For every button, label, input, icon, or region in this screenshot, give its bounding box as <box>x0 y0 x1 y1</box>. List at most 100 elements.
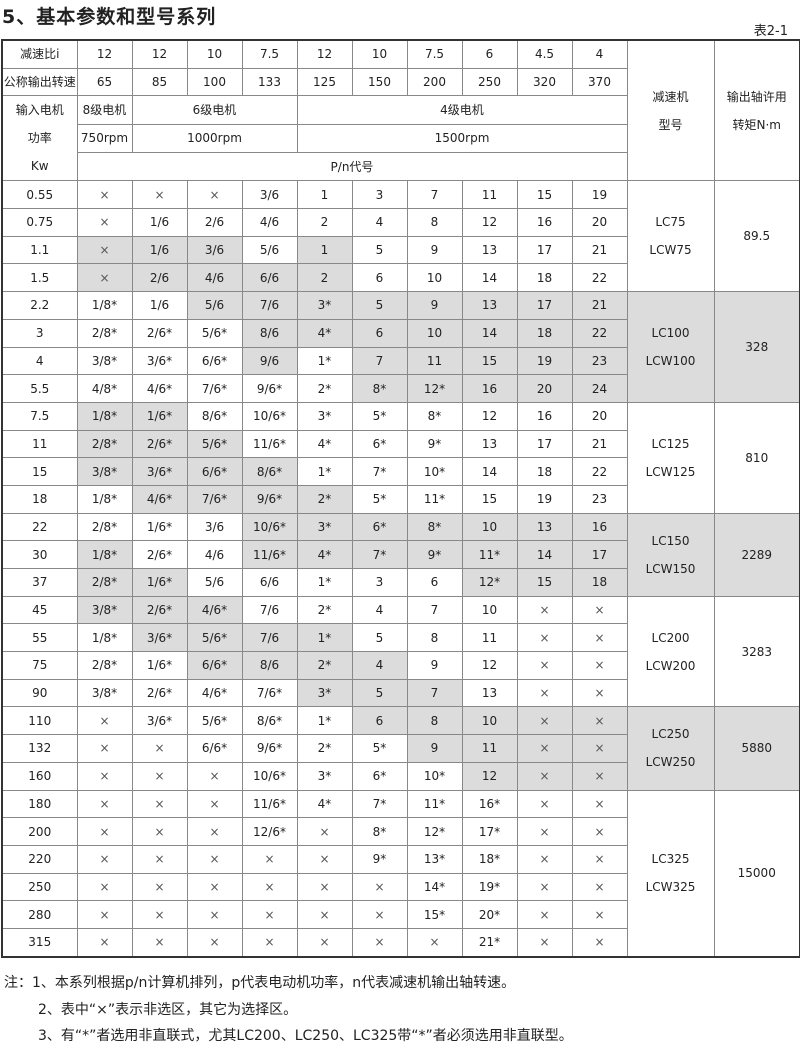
code-cell: 13 <box>516 512 573 542</box>
code-cell: × <box>296 844 353 874</box>
code-cell: 15 <box>461 346 518 376</box>
code-cell: × <box>186 817 243 846</box>
code-cell: 12/6* <box>241 817 298 846</box>
code-cell: 6* <box>351 429 408 459</box>
code-cell: × <box>76 235 133 265</box>
code-cell: × <box>131 900 188 929</box>
code-cell: 5* <box>351 734 408 763</box>
code-cell: × <box>571 651 628 680</box>
code-cell: 13* <box>406 844 463 874</box>
table-row: 250 × × × × × × 14* 19* × × <box>1 872 800 902</box>
model-name: LCW75 <box>649 243 692 258</box>
code-cell: 1/8* <box>76 540 133 569</box>
notes: 注：1、本系列根据p/n计算机排列，p代表电动机功率，n代表减速机输出轴转速。 … <box>4 970 573 1050</box>
code-cell: 12* <box>406 374 463 403</box>
torque-cell: 810 <box>713 401 800 514</box>
model-name: LCW325 <box>645 880 696 895</box>
speed-cell: 65 <box>76 67 133 97</box>
power-cell: 5.5 <box>1 374 78 403</box>
code-cell: × <box>571 734 628 763</box>
code-cell: × <box>131 789 188 819</box>
speed-cell: 85 <box>131 67 188 97</box>
table-row: 90 3/8* 2/6* 4/6* 7/6* 3* 5 7 13 × × <box>1 678 800 708</box>
code-cell: 2* <box>296 484 353 514</box>
code-cell: 15* <box>406 900 463 929</box>
header-line: Kw <box>30 159 49 174</box>
ratio-cell: 10 <box>351 39 408 69</box>
code-cell: 4/6* <box>186 678 243 708</box>
code-cell: × <box>241 844 298 874</box>
code-cell: × <box>76 706 133 736</box>
code-cell: 9/6 <box>241 346 298 376</box>
power-cell: 220 <box>1 844 78 874</box>
code-cell: 3* <box>296 512 353 542</box>
code-cell: 1* <box>296 346 353 376</box>
code-cell: × <box>131 872 188 902</box>
model-cell: LC200 LCW200 <box>626 595 715 708</box>
code-cell: × <box>516 595 573 625</box>
code-cell: 2* <box>296 374 353 403</box>
power-cell: 160 <box>1 761 78 791</box>
code-cell: × <box>131 844 188 874</box>
code-cell: × <box>351 872 408 902</box>
code-cell: 21 <box>571 429 628 459</box>
code-cell: 8 <box>406 208 463 237</box>
code-cell: 1/6 <box>131 208 188 237</box>
code-cell: 17* <box>461 817 518 846</box>
code-cell: 5 <box>351 678 408 708</box>
code-cell: 4 <box>351 595 408 625</box>
code-cell: 7/6 <box>241 291 298 320</box>
code-cell: 9 <box>406 291 463 320</box>
header-line: 输出轴许用 <box>726 89 787 104</box>
code-cell: 3 <box>351 180 408 210</box>
code-cell: 10 <box>461 512 518 542</box>
code-cell: 9/6* <box>241 734 298 763</box>
code-cell: 6 <box>351 706 408 736</box>
code-cell: 15 <box>516 180 573 210</box>
code-cell: 23 <box>571 484 628 514</box>
code-cell: 2* <box>296 651 353 680</box>
table-row: 2.2 1/8* 1/6 5/6 7/6 3* 5 9 13 17 21 LC100 LCW100 328 <box>1 291 800 403</box>
model-name: LC200 <box>651 630 690 645</box>
code-cell: × <box>571 595 628 625</box>
code-cell: 4 <box>351 651 408 680</box>
code-cell: 23 <box>571 346 628 376</box>
table-row: 315 × × × × × × × 21* × × <box>1 927 800 958</box>
code-cell: × <box>516 734 573 763</box>
code-cell: 12* <box>406 817 463 846</box>
code-cell: × <box>571 844 628 874</box>
ratio-cell: 4.5 <box>516 39 573 69</box>
model-name: LCW250 <box>645 755 696 770</box>
motor-group-cell: 6级电机 <box>131 95 298 125</box>
code-cell: 11* <box>406 789 463 819</box>
table-row: 15 3/8* 3/6* 6/6* 8/6* 1* 7* 10* 14 18 22 <box>1 457 800 486</box>
code-cell: 13 <box>461 429 518 459</box>
code-cell: 6/6 <box>241 263 298 293</box>
code-cell: 1/6* <box>131 512 188 542</box>
power-cell: 1.5 <box>1 263 78 293</box>
code-cell: 18 <box>571 568 628 597</box>
code-cell: 7 <box>406 595 463 625</box>
code-cell: 3/6 <box>186 235 243 265</box>
code-cell: 13 <box>461 678 518 708</box>
code-cell: 6/6* <box>186 651 243 680</box>
code-cell: × <box>76 180 133 210</box>
code-cell: 10 <box>406 318 463 348</box>
code-cell: 3/8* <box>76 346 133 376</box>
code-cell: 1/8* <box>76 401 133 431</box>
table-row: 5.5 4/8* 4/6* 7/6* 9/6* 2* 8* 12* 16 20 24 <box>1 374 800 403</box>
code-cell: × <box>186 789 243 819</box>
code-cell: 12 <box>461 651 518 680</box>
code-cell: 14* <box>406 872 463 902</box>
speed-cell: 133 <box>241 67 298 97</box>
code-cell: 3* <box>296 291 353 320</box>
header-line: 转矩N·m <box>732 117 781 132</box>
code-cell: × <box>131 927 188 958</box>
code-cell: × <box>571 761 628 791</box>
code-cell: 9 <box>406 734 463 763</box>
table-row: 55 1/8* 3/6* 5/6* 7/6 1* 5 8 11 × × <box>1 623 800 653</box>
code-cell: 2/6 <box>131 263 188 293</box>
code-cell: 7/6* <box>186 374 243 403</box>
code-cell: 16 <box>571 512 628 542</box>
power-cell: 30 <box>1 540 78 569</box>
